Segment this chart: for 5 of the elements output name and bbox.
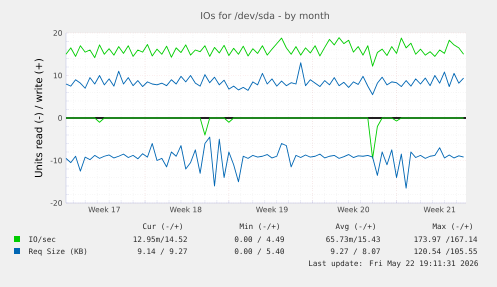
y-axis-title: Units read (-) / write (+) [34,59,44,177]
line-series [66,62,464,96]
line-series [66,37,464,67]
chart-title: IOs for /dev/sda - by month [201,12,329,21]
line-series [66,136,464,189]
